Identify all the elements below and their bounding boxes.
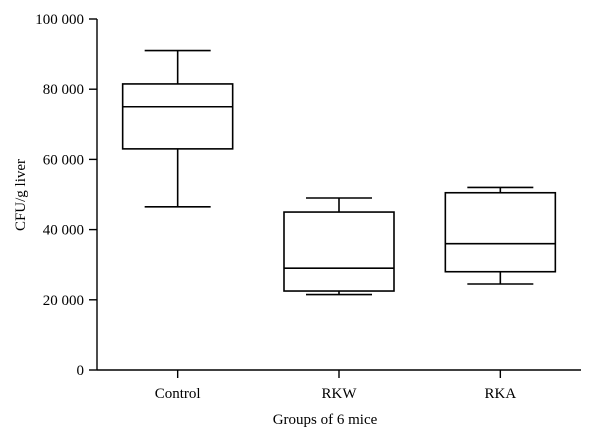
y-axis: 0 20 000 40 000 60 000 80 000 100 000 — [35, 12, 98, 379]
y-tick-label: 60 000 — [43, 152, 84, 168]
box-series — [121, 49, 557, 296]
y-tick-label: 100 000 — [35, 12, 84, 28]
box-control — [121, 49, 234, 208]
y-tick-label: 80 000 — [43, 82, 84, 98]
x-axis: Control RKW RKA — [97, 369, 581, 402]
box-rka — [444, 186, 557, 285]
iqr-box — [121, 83, 234, 150]
y-axis-label: CFU/g liver — [13, 159, 29, 231]
y-tick-label: 40 000 — [43, 223, 84, 239]
x-tick-label: RKW — [322, 386, 358, 402]
y-tick-label: 0 — [77, 363, 85, 379]
box-rkw — [283, 197, 395, 296]
y-tick-label: 20 000 — [43, 293, 84, 309]
x-axis-label: Groups of 6 mice — [273, 412, 378, 428]
iqr-box — [444, 191, 557, 273]
x-tick-label: Control — [155, 386, 201, 402]
iqr-box — [283, 211, 395, 292]
x-tick-label: RKA — [484, 386, 516, 402]
